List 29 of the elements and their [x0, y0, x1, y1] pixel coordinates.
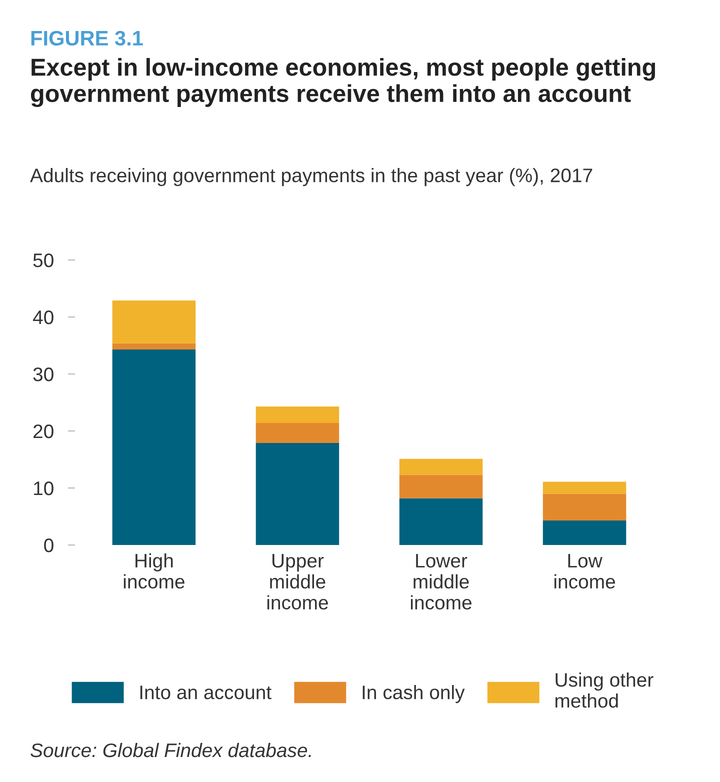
bar	[256, 406, 340, 424]
bar	[256, 423, 340, 443]
bar	[399, 474, 483, 498]
bar	[399, 498, 483, 545]
y-tick-label: 50	[33, 253, 54, 268]
bar	[399, 458, 483, 475]
bar	[542, 494, 626, 520]
bar	[256, 442, 340, 545]
chart-title: Except in low-income economies, most people getting government payments receive them into an account	[31, 58, 656, 108]
bar	[542, 482, 626, 494]
y-tick-label: 40	[32, 310, 54, 324]
legend-label: Into an account	[140, 686, 272, 700]
x-tick-label: High income	[124, 553, 184, 589]
x-tick-label: Lower middle income	[410, 554, 472, 610]
legend-label: Using other method	[556, 672, 654, 708]
bar	[112, 349, 196, 545]
x-tick-label: Low income	[554, 554, 616, 589]
bar	[542, 520, 626, 545]
bar	[112, 300, 196, 344]
x-tick-label: Upper middle income	[267, 554, 328, 610]
caption: FIGURE 3.1	[31, 30, 143, 46]
legend-label: In cash only	[362, 684, 465, 704]
y-tick-label: 20	[34, 424, 54, 438]
bar	[112, 343, 196, 350]
source-note: Source: Global Findex database.	[30, 742, 311, 758]
chart-subtitle: Adults receiving government payments in the past year (%), 2017	[30, 168, 592, 186]
y-tick-label: 30	[33, 367, 54, 382]
y-tick-label: 10	[34, 481, 54, 496]
y-tick-label: 0	[44, 538, 54, 552]
